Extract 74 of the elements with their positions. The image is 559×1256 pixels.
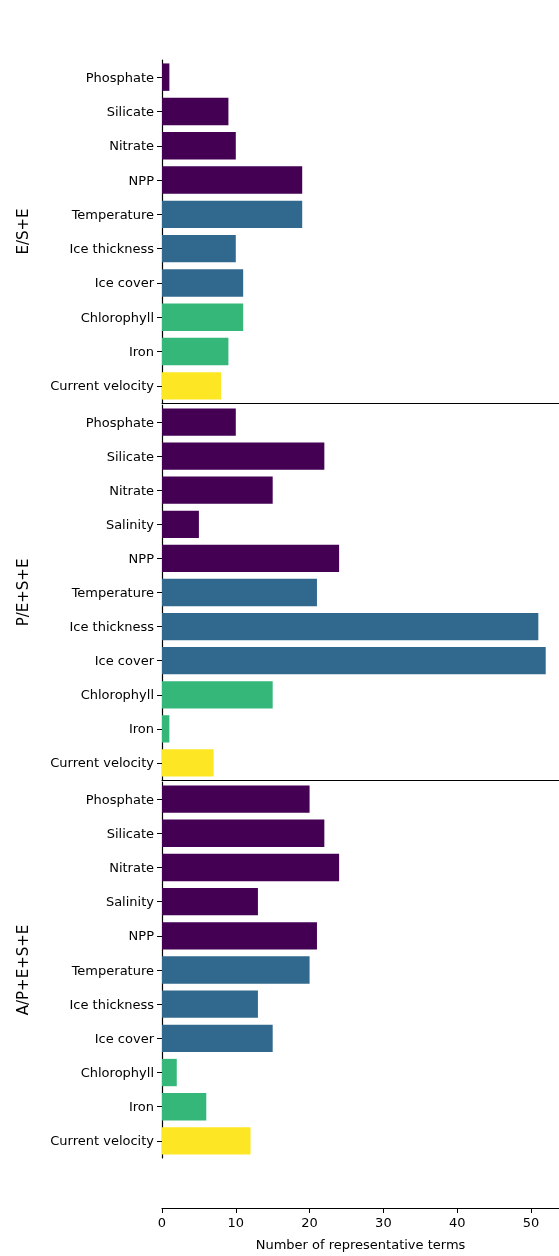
x-tick-label: 10 — [227, 1215, 245, 1230]
bar — [162, 544, 340, 573]
bar — [162, 337, 229, 366]
bar — [162, 578, 317, 607]
y-tick-label: Ice cover — [94, 653, 155, 669]
bar — [162, 922, 317, 950]
bar — [162, 200, 303, 229]
y-tick-label: Chlorophyll — [80, 1065, 154, 1081]
y-tick-label: Current velocity — [50, 755, 155, 771]
bar — [162, 853, 340, 882]
bar — [162, 97, 229, 126]
bar — [162, 647, 546, 675]
y-tick-label: Ice cover — [94, 1030, 155, 1046]
y-tick-label: Phosphate — [85, 69, 154, 85]
y-axis-title: A/P+E+S+E — [13, 924, 32, 1016]
bar — [162, 1024, 273, 1053]
bar — [162, 303, 244, 331]
bar — [162, 956, 310, 984]
y-tick-label: Temperature — [70, 206, 154, 222]
bar — [162, 132, 236, 160]
bar — [162, 1093, 207, 1121]
bar — [162, 749, 214, 777]
bar — [162, 612, 539, 641]
x-tick-label: 40 — [448, 1215, 466, 1230]
bar — [162, 510, 199, 538]
y-tick-label: Salinity — [105, 516, 155, 532]
y-tick-label: Ice thickness — [69, 241, 155, 257]
bar — [162, 990, 258, 1018]
y-tick-label: Chlorophyll — [80, 687, 154, 703]
bar — [162, 269, 244, 297]
y-tick-label: NPP — [128, 172, 155, 188]
y-tick-label: Iron — [128, 721, 154, 737]
y-axis-title: E/S+E — [13, 208, 32, 255]
bar — [162, 715, 170, 743]
y-tick-label: Iron — [128, 1099, 154, 1115]
x-tick-label: 50 — [522, 1215, 540, 1230]
bar — [162, 681, 273, 709]
y-tick-label: Iron — [128, 344, 154, 360]
bar — [162, 234, 236, 263]
x-tick-label: 30 — [375, 1215, 392, 1230]
bar — [162, 819, 325, 847]
y-tick-label: Salinity — [105, 894, 155, 910]
y-tick-label: Nitrate — [109, 859, 154, 875]
y-tick-label: Phosphate — [85, 414, 154, 430]
y-axis-title: P/E+S+E — [13, 558, 32, 627]
bar — [162, 442, 325, 470]
y-tick-label: Current velocity — [50, 378, 155, 394]
y-tick-label: Temperature — [70, 585, 154, 600]
bar — [162, 476, 273, 504]
y-tick-label: Nitrate — [109, 482, 154, 498]
bar — [162, 166, 303, 194]
bar — [162, 408, 236, 436]
y-tick-label: Ice cover — [94, 275, 155, 291]
x-axis-title: Number of representative terms — [255, 1237, 466, 1252]
y-tick-label: Silicate — [106, 448, 154, 464]
bar — [162, 63, 170, 91]
bar — [162, 372, 222, 400]
y-tick-label: NPP — [128, 550, 155, 566]
y-tick-label: Phosphate — [85, 791, 154, 807]
x-tick-label: 0 — [157, 1215, 167, 1230]
y-tick-label: Chlorophyll — [80, 309, 154, 325]
y-tick-label: Ice thickness — [69, 619, 155, 635]
bar — [162, 887, 258, 916]
y-tick-label: Nitrate — [109, 138, 154, 154]
bar — [162, 1127, 251, 1155]
y-tick-label: Temperature — [70, 962, 154, 978]
y-tick-label: Current velocity — [50, 1133, 155, 1149]
y-tick-label: Ice thickness — [69, 996, 155, 1012]
bar — [162, 1058, 177, 1087]
y-tick-label: Silicate — [106, 825, 154, 841]
y-tick-label: Silicate — [106, 103, 154, 119]
x-tick-label: 20 — [301, 1215, 318, 1230]
bar — [162, 785, 310, 813]
y-tick-label: NPP — [128, 928, 155, 944]
